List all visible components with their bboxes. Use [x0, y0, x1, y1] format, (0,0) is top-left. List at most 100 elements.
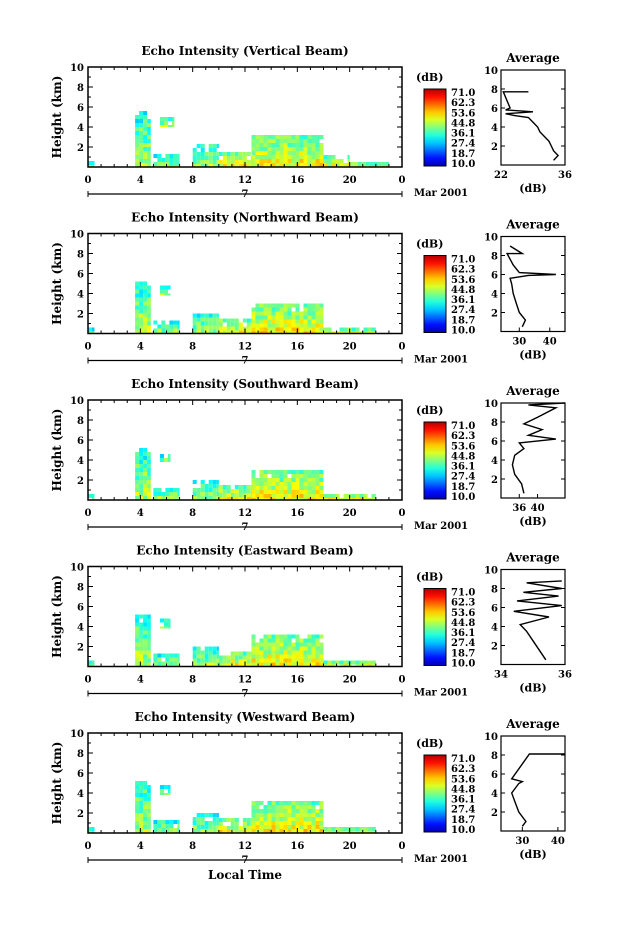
echo-cell — [251, 135, 256, 139]
echo-cell — [279, 478, 284, 482]
echo-cell — [311, 494, 316, 498]
echo-cell — [212, 329, 217, 334]
echo-cell — [311, 474, 316, 478]
echo-cell — [287, 634, 292, 639]
echo-cell — [216, 658, 219, 663]
echo-cell — [311, 642, 316, 647]
echo-cell — [315, 135, 320, 139]
echo-cell — [218, 322, 223, 327]
echo-cell — [267, 634, 272, 639]
echo-cell — [161, 320, 166, 325]
echo-cell — [255, 151, 260, 155]
y-tick-label: 10 — [70, 63, 84, 74]
date-label: Mar 2001 — [414, 521, 468, 532]
echo-cell — [164, 793, 168, 795]
echo-cell — [303, 638, 308, 643]
echo-cell — [160, 626, 164, 629]
echo-cell — [359, 494, 364, 498]
colorbar-tick-label: 71.0 — [451, 754, 475, 765]
echo-cell — [216, 480, 219, 484]
echo-cell — [299, 638, 304, 643]
echo-cell — [157, 657, 162, 662]
echo-cell — [319, 646, 324, 651]
echo-cell — [196, 156, 201, 160]
echo-cell — [343, 494, 348, 498]
echo-cell — [287, 151, 292, 155]
colorbar-unit: (dB) — [416, 238, 443, 251]
echo-cell — [299, 474, 304, 478]
echo-cell — [92, 831, 95, 833]
echo-cell — [157, 828, 162, 832]
echo-cell — [303, 147, 308, 151]
echo-cell — [303, 801, 308, 805]
echo-cell — [311, 809, 316, 813]
echo-cell — [200, 817, 205, 821]
echo-cell — [139, 448, 144, 452]
echo-cell — [242, 818, 247, 822]
avg-x-label: (dB) — [519, 349, 546, 362]
date-label: Mar 2001 — [414, 854, 468, 865]
y-tick-label: 6 — [77, 769, 84, 780]
echo-cell — [287, 315, 292, 320]
echo-cell — [135, 472, 140, 476]
x-tick-label: 4 — [137, 675, 144, 686]
echo-cell — [283, 147, 288, 151]
echo-cell — [88, 331, 92, 334]
echo-cell — [230, 489, 235, 493]
y-tick-label: 4 — [77, 623, 84, 634]
echo-cell — [238, 497, 243, 500]
echo-cell — [259, 307, 264, 312]
echo-cell — [218, 489, 223, 493]
y-tick-label: 6 — [77, 103, 84, 114]
echo-cell — [251, 311, 256, 316]
echo-cell — [139, 301, 144, 306]
echo-cell — [291, 801, 296, 805]
echo-cell — [279, 642, 284, 647]
avg-y-tick-label: 10 — [484, 566, 498, 577]
echo-cell — [139, 131, 144, 135]
echo-cell — [315, 323, 320, 328]
echo-cell — [307, 303, 312, 308]
echo-cell — [135, 155, 140, 159]
echo-cell — [287, 809, 292, 813]
echo-cell — [135, 642, 140, 647]
colorbar-tick-label: 62.3 — [451, 764, 475, 775]
echo-cell — [299, 143, 304, 147]
echo-cell — [351, 327, 356, 332]
colorbar-tick-label: 36.1 — [451, 295, 475, 306]
echo-cell — [307, 817, 312, 821]
avg-x-tick-label: 36 — [558, 670, 572, 681]
echo-cell — [323, 163, 328, 167]
echo-cell — [139, 646, 144, 651]
echo-cell — [234, 330, 239, 334]
echo-cell — [157, 324, 162, 329]
echo-cell — [143, 159, 148, 163]
echo-cell — [275, 311, 280, 316]
echo-cell — [246, 164, 251, 167]
x-tick-label: 12 — [238, 841, 252, 852]
echo-cell — [311, 486, 316, 490]
echo-cell — [218, 318, 223, 323]
echo-cell — [143, 496, 148, 500]
echo-cell — [147, 476, 151, 480]
colorbar-tick-label: 27.4 — [451, 472, 475, 483]
colorbar — [423, 88, 447, 167]
echo-cell — [283, 638, 288, 643]
echo-cell — [161, 162, 166, 166]
echo-cell — [139, 285, 144, 290]
echo-cell — [139, 642, 144, 647]
echo-cell — [242, 156, 247, 160]
echo-cell — [160, 121, 164, 125]
echo-cell — [192, 313, 197, 318]
echo-cell — [271, 642, 276, 647]
colorbar-tick-label: 18.7 — [451, 482, 475, 493]
echo-cell — [307, 805, 312, 809]
echo-cell — [204, 662, 209, 667]
echo-cell — [165, 158, 170, 162]
echo-cell — [267, 805, 272, 809]
echo-cell — [147, 813, 151, 817]
echo-cell — [153, 320, 158, 325]
echo-cell — [367, 498, 372, 500]
echo-cell — [196, 313, 201, 318]
echo-cell — [139, 456, 144, 460]
